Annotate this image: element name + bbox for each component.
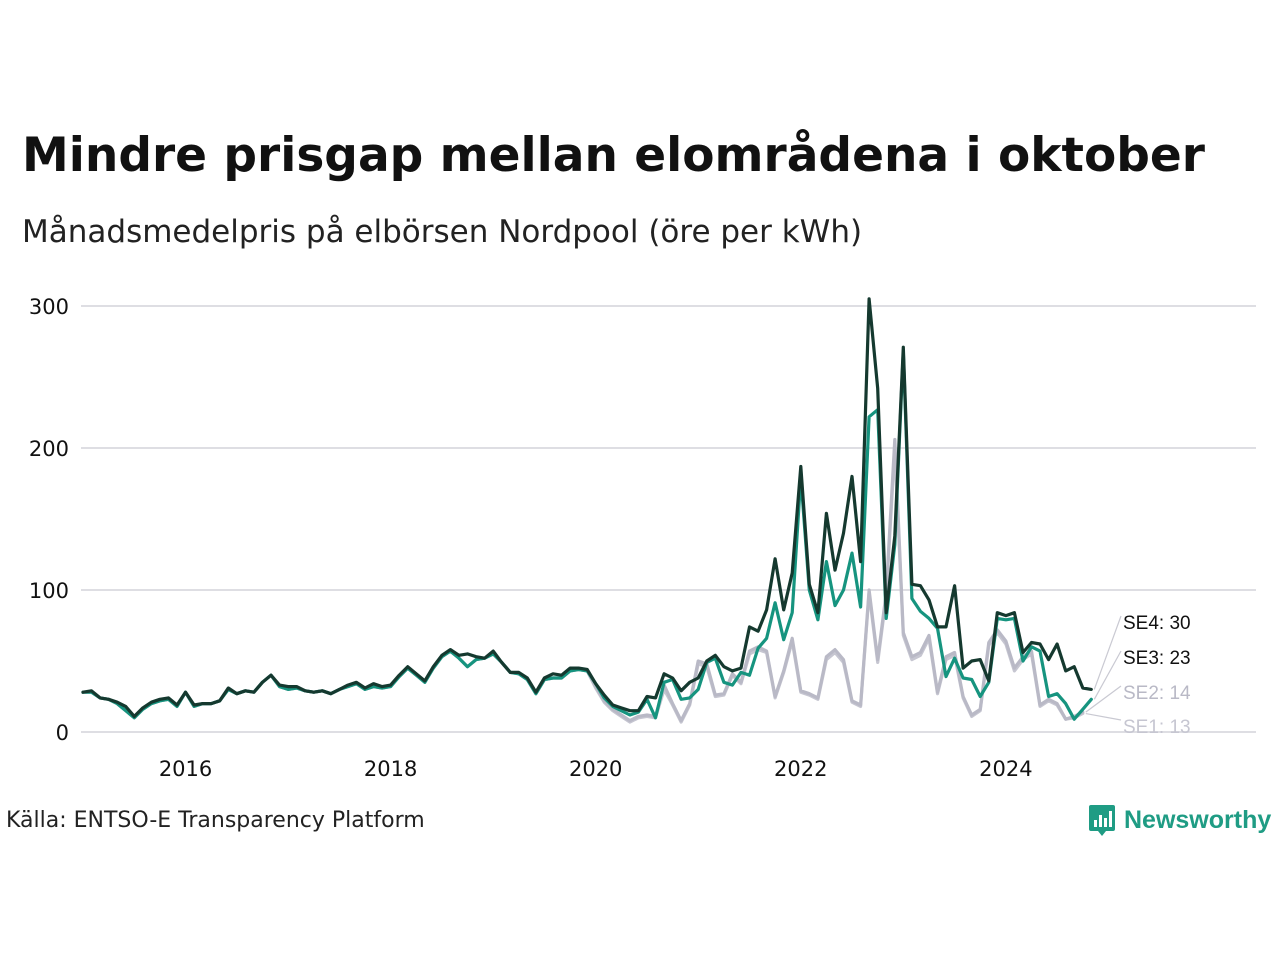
end-label-se4: SE4: 30 [1123,613,1191,634]
x-tick-label: 2022 [774,757,827,781]
y-tick-label: 100 [29,579,69,603]
leader-line-se1 [1085,712,1122,721]
newsworthy-logo-text: Newsworthy [1124,805,1272,834]
series-line-se3 [81,349,1093,721]
chart-title: Mindre prisgap mellan elområdena i oktob… [22,128,1205,183]
x-tick-label: 2018 [364,757,417,781]
chart-subtitle: Månadsmedelpris på elbörsen Nordpool (ör… [22,214,863,250]
source-note: Källa: ENTSO-E Transparency Platform [6,808,425,833]
series-line-se2 [81,437,1085,723]
x-tick-label: 2024 [979,757,1032,781]
end-label-se3: SE3: 23 [1123,648,1191,669]
end-label-se2: SE2: 14 [1123,683,1191,704]
series-line-se1 [81,446,1085,724]
end-label-se1: SE1: 13 [1123,717,1191,738]
leader-line-se2 [1085,685,1122,713]
x-tick-label: 2016 [159,757,212,781]
y-tick-label: 0 [56,721,69,745]
leader-line-se3 [1093,650,1122,700]
y-tick-label: 200 [29,437,69,461]
x-tick-label: 2020 [569,757,622,781]
series-line-se4 [81,297,1093,719]
newsworthy-logo-icon [1089,805,1115,836]
newsworthy-logo: Newsworthy [1088,803,1271,837]
y-tick-label: 300 [29,295,69,319]
line-chart: 0 100 200 300 2016 2018 2020 2022 2024 SE4: 30 SE3… [29,295,1256,781]
leader-line-se4 [1093,615,1122,690]
